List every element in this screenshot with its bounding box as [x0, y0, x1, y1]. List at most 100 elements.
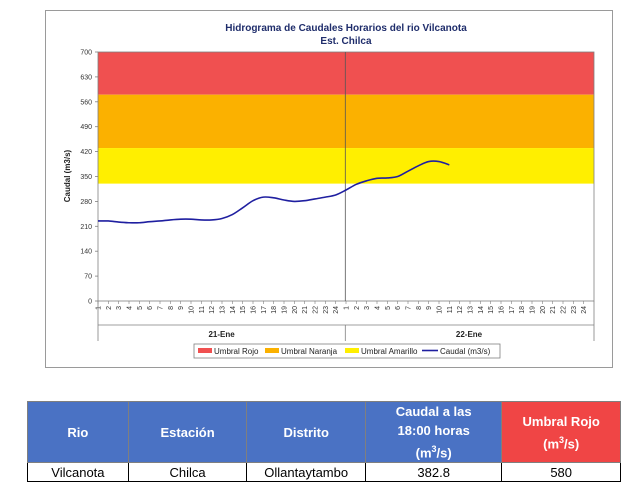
header-umbral-unit: (m: [543, 435, 560, 451]
y-tick-label: 70: [84, 274, 92, 281]
x-tick-label: 10: [189, 306, 196, 314]
header-caudal-line1: Caudal a las: [395, 404, 472, 419]
x-tick-label: 11: [199, 306, 206, 313]
header-umbral-unit-end: /s): [564, 435, 580, 451]
x-tick-label: 24: [581, 306, 588, 314]
y-axis-label: Caudal (m3/s): [63, 149, 72, 202]
y-tick-label: 700: [80, 50, 92, 57]
header-umbral-rojo: Umbral Rojo (m3/s): [501, 400, 621, 464]
x-tick-label: 23: [571, 306, 578, 314]
series-line-caudal: [97, 160, 450, 224]
legend-swatch-umbral-rojo: [198, 348, 212, 353]
chart-legend: Umbral Rojo Umbral Naranja Umbral Amaril…: [193, 343, 501, 359]
x-tick-label: 13: [468, 306, 475, 314]
threshold-band-umbral-amarillo: [98, 148, 594, 184]
x-tick-label: 1: [344, 306, 351, 310]
x-tick-label: 6: [395, 306, 402, 310]
cell-umbral: 580: [501, 462, 621, 483]
x-tick-label: 20: [540, 306, 547, 314]
x-tick-label: 19: [282, 306, 289, 314]
x-tick-label: 24: [333, 306, 340, 314]
chart-title: Hidrograma de Caudales Horarios del rio …: [225, 23, 467, 34]
day-label-22-ene: 22-Ene: [456, 330, 483, 339]
x-tick-label: 8: [416, 306, 423, 310]
x-tick-label: 4: [375, 306, 382, 310]
x-tick-label: 20: [292, 306, 299, 314]
x-tick-label: 5: [137, 306, 144, 310]
x-tick-label: 8: [168, 306, 175, 310]
y-tick-label: 350: [80, 174, 92, 181]
cell-estacion: Chilca: [127, 462, 248, 483]
legend-label-caudal: Caudal (m3/s): [440, 347, 491, 356]
x-tick-label: 14: [230, 306, 237, 314]
x-tick-label: 2: [106, 306, 113, 310]
y-tick-label: 630: [80, 74, 92, 81]
cell-distrito: Ollantaytambo: [246, 462, 366, 483]
y-tick-label: 490: [80, 124, 92, 131]
x-tick-label: 6: [147, 306, 154, 310]
x-tick-label: 22: [561, 306, 568, 314]
legend-label-umbral-amarillo: Umbral Amarillo: [361, 347, 418, 356]
x-tick-label: 19: [530, 306, 537, 314]
header-umbral-sup: 3: [559, 434, 565, 445]
x-tick-label: 12: [457, 306, 464, 314]
x-tick-label: 2: [354, 306, 361, 310]
x-tick-label: 17: [261, 306, 268, 314]
x-tick-label: 7: [406, 306, 413, 310]
x-tick-label: 22: [313, 306, 320, 314]
y-tick-label: 210: [80, 224, 92, 231]
x-tick-label: 18: [519, 306, 526, 314]
x-tick-label: 10: [437, 306, 444, 314]
x-tick-label: 21: [302, 306, 309, 314]
x-tick-label: 5: [385, 306, 392, 310]
header-rio: Rio: [27, 400, 129, 464]
cell-rio: Vilcanota: [27, 462, 129, 483]
x-tick-label: 3: [364, 306, 371, 310]
x-tick-label: 15: [488, 306, 495, 314]
x-tick-label: 15: [240, 306, 247, 314]
x-tick-label: 14: [478, 306, 485, 314]
x-tick-label: 17: [509, 306, 516, 314]
info-table: Rio Estación Distrito Caudal a las 18:00…: [27, 400, 621, 483]
day-label-21-ene: 21-Ene: [208, 330, 235, 339]
table-row: Vilcanota Chilca Ollantaytambo 382.8 580: [27, 462, 621, 483]
header-estacion: Estación: [127, 400, 248, 464]
x-tick-label: 9: [178, 306, 185, 310]
x-tick-label: 18: [271, 306, 278, 314]
header-umbral-line1: Umbral Rojo: [522, 413, 600, 429]
y-tick-label: 420: [80, 149, 92, 156]
x-tick-label: 4: [127, 306, 134, 310]
x-tick-label: 21: [550, 306, 557, 314]
x-tick-label: 16: [251, 306, 258, 314]
y-tick-label: 560: [80, 99, 92, 106]
x-tick-label: 9: [426, 306, 433, 310]
y-tick-label: 140: [80, 249, 92, 256]
legend-label-umbral-naranja: Umbral Naranja: [281, 347, 338, 356]
x-tick-label: 7: [158, 306, 165, 310]
y-tick-label: 0: [88, 299, 92, 306]
header-distrito: Distrito: [246, 400, 366, 464]
chart-subtitle: Est. Chilca: [320, 36, 372, 47]
header-caudal: Caudal a las 18:00 horas (m3/s): [364, 400, 503, 464]
legend-label-umbral-rojo: Umbral Rojo: [214, 347, 259, 356]
y-tick-label: 280: [80, 199, 92, 206]
threshold-band-umbral-rojo: [98, 52, 594, 95]
legend-swatch-umbral-amarillo: [345, 348, 359, 353]
x-tick-label: 13: [220, 306, 227, 314]
threshold-band-umbral-naranja: [98, 94, 594, 149]
legend-swatch-umbral-naranja: [265, 348, 279, 353]
x-tick-label: 16: [499, 306, 506, 314]
header-caudal-sup: 3: [431, 444, 437, 454]
header-caudal-unit-end: /s): [436, 445, 452, 461]
table-header-row: Rio Estación Distrito Caudal a las 18:00…: [27, 400, 621, 464]
header-caudal-line2: 18:00 horas: [397, 423, 470, 438]
cell-caudal: 382.8: [364, 462, 503, 483]
x-tick-label: 12: [209, 306, 216, 314]
x-tick-label: 23: [323, 306, 330, 314]
x-tick-label: 1: [96, 306, 103, 310]
header-caudal-unit: (m: [415, 445, 432, 461]
x-tick-label: 3: [116, 306, 123, 310]
x-tick-label: 11: [447, 306, 454, 313]
